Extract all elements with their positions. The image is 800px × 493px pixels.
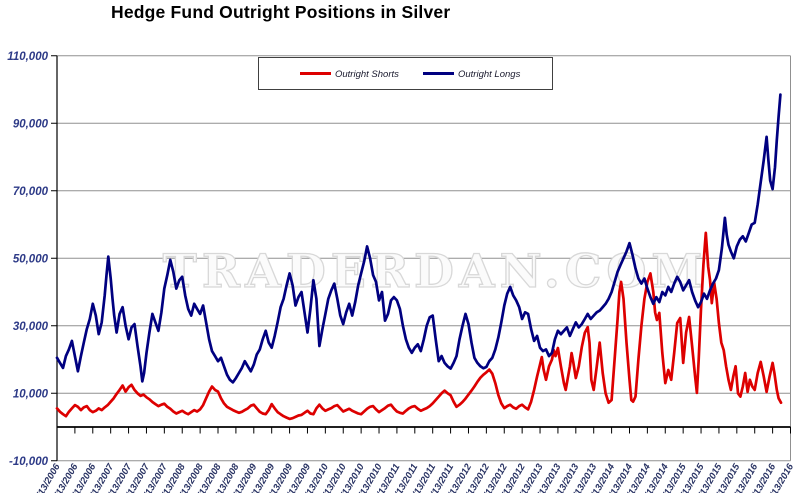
data-series [55, 93, 783, 421]
y-tick-label: 50,000 [13, 253, 49, 265]
chart-title: Hedge Fund Outright Positions in Silver [111, 2, 451, 22]
series-outright-longs [55, 93, 782, 384]
x-axis-labels: 6/13/20069/13/200612/13/20063/13/20076/1… [32, 461, 797, 493]
y-tick-label: 10,000 [13, 388, 49, 400]
tick-marks [51, 55, 791, 462]
series-outright-shorts [55, 231, 783, 421]
y-axis-labels: 110,000 90,000 70,000 50,000 30,000 10,000 -10… [7, 51, 48, 468]
legend-longs-label: Outright Longs [458, 69, 521, 80]
legend-shorts-label: Outright Shorts [335, 69, 399, 80]
y-tick-label: 30,000 [13, 321, 49, 333]
legend: Outright Shorts Outright Longs [258, 57, 553, 90]
y-tick-label: -10,000 [9, 456, 49, 468]
y-tick-label: 110,000 [7, 51, 48, 63]
y-tick-label: 90,000 [13, 118, 49, 130]
y-tick-label: 70,000 [13, 186, 49, 198]
gridlines [57, 55, 791, 462]
